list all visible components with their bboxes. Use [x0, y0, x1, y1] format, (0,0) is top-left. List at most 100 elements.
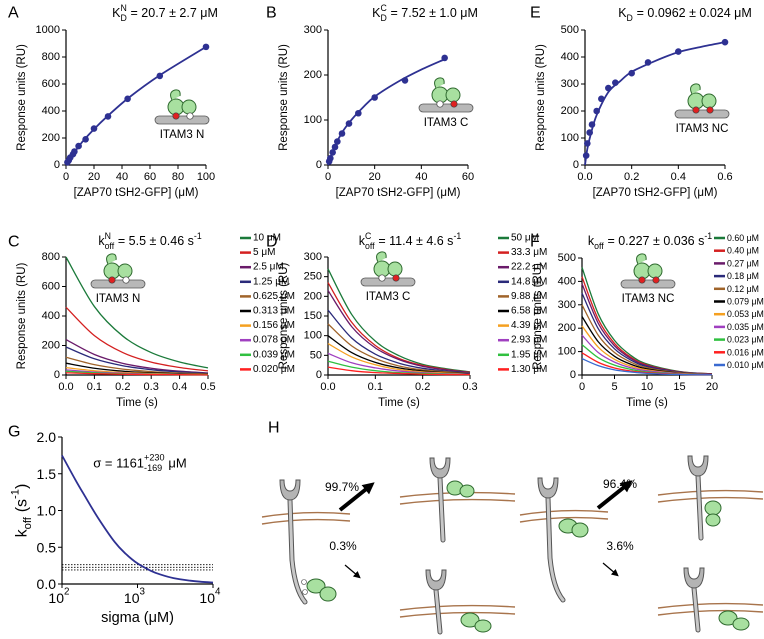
annotation-sub: -169: [144, 463, 162, 473]
x-tick-label: 60: [144, 171, 156, 183]
y-axis-label-tail: ): [14, 484, 31, 489]
inset-dot: [108, 276, 116, 284]
inset-label: ITAM3 NC: [622, 293, 675, 305]
x-axis-label: [ZAP70 tSH2-GFP] (μM): [74, 187, 199, 199]
data-line: [61, 454, 214, 584]
inset-dot: [172, 112, 180, 120]
chart-title-inner: K ND = 20.7 ± 2.7 μM: [112, 3, 218, 23]
inset-zap: [106, 253, 117, 265]
chart-title-inner: K D = 0.0962 ± 0.024 μM: [618, 6, 752, 23]
data-line: [65, 339, 209, 374]
annotation-symbol: σ = 1161: [93, 456, 144, 471]
x-tick-label: 40: [116, 171, 128, 183]
legend-label: 1.30 μM: [511, 364, 547, 375]
inset-membrane: [674, 109, 730, 119]
y-axis-label: Response units (RU): [278, 44, 290, 151]
inset-dot: [186, 112, 194, 120]
inset-dot: [450, 100, 458, 108]
inset-label: ITAM3 N: [96, 293, 141, 305]
x-tick-label: 10: [199, 590, 215, 606]
y-tick-label: 300: [304, 251, 322, 263]
y-tick-label: 200: [42, 340, 60, 352]
inset-label: ITAM3 NC: [676, 123, 729, 135]
chart-title: K ND = 20.7 ± 2.7 μM: [112, 3, 218, 23]
y-tick-label: 0: [54, 369, 60, 381]
legend-label: 0.039 μM: [253, 349, 295, 360]
x-tick-label: 0.2: [115, 381, 130, 393]
annotation: σ = 1161 +230-169 μM: [93, 453, 187, 473]
arrow-label: 3.6%: [606, 539, 634, 553]
x-tick-label: 10: [124, 590, 140, 606]
chart-title-sup: C: [380, 3, 386, 13]
y-tick-label: 100: [561, 132, 579, 144]
inset-zap: [690, 83, 701, 95]
data-line: [65, 372, 209, 376]
chart-title-inner: k off = 0.227 ± 0.036 s -1: [588, 231, 712, 251]
chart-title-sub: D: [627, 13, 633, 23]
x-tick-exponent: 4: [215, 587, 221, 598]
legend-label: 9.88 μM: [511, 291, 547, 302]
y-tick-label: 0.0: [37, 576, 57, 592]
x-tick-label: 15: [673, 381, 685, 393]
x-axis-label: Time (s): [116, 397, 158, 409]
chart-title-value: = 11.4 ± 4.6 s: [378, 234, 453, 248]
x-tick-label: 0.2: [415, 381, 430, 393]
y-tick-label: 0: [570, 369, 576, 381]
inset-dot: [706, 106, 714, 114]
legend-label: 0.18 μM: [727, 271, 759, 281]
inset-zap: [376, 251, 387, 263]
inset-dot: [652, 276, 660, 284]
inset-zap: [117, 263, 133, 279]
chart-title-sub: off: [594, 241, 604, 251]
data-line: [65, 346, 209, 375]
panel-h: H: [261, 420, 764, 635]
annotation-value: μM: [168, 456, 186, 471]
legend-label: 0.40 μM: [727, 246, 759, 256]
annotation-inner: σ = 1161 +230-169 μM: [93, 453, 187, 473]
inset-membrane: [620, 279, 676, 289]
chart-title-symbol: K: [372, 6, 381, 20]
y-tick-label: 600: [42, 78, 60, 90]
data-line: [327, 342, 471, 375]
panel-letter: E: [530, 5, 541, 22]
chart-title-value-sup: -1: [194, 231, 202, 241]
legend-label: 2.93 μM: [511, 335, 547, 346]
y-tick-label: 1000: [36, 24, 60, 36]
y-tick-label: 400: [561, 51, 579, 63]
inset-dot: [638, 276, 646, 284]
chart-title-symbol: K: [112, 6, 121, 20]
panel-letter: F: [530, 234, 540, 251]
y-tick-label: 0: [573, 159, 579, 171]
y-tick-label: 400: [558, 275, 576, 287]
panel-letter: A: [8, 5, 19, 22]
y-axis-label-symbol: k: [14, 528, 31, 537]
inset-dot: [692, 106, 700, 114]
inset-dot: [436, 100, 444, 108]
y-tick-label: 250: [304, 271, 322, 283]
chart-title-sup: C: [365, 231, 371, 241]
chart-title-sup: N: [120, 3, 126, 13]
data-line: [327, 268, 471, 373]
y-tick-label: 150: [304, 310, 322, 322]
legend-label: 0.625 μM: [253, 291, 295, 302]
y-tick-label: 100: [304, 330, 322, 342]
x-tick-label: 0.5: [200, 381, 215, 393]
y-tick-label: 300: [304, 24, 322, 36]
y-tick-label: 200: [558, 322, 576, 334]
y-tick-label: 50: [310, 349, 322, 361]
data-line: [327, 290, 471, 374]
panel-letter: G: [8, 424, 20, 441]
data-line: [327, 323, 471, 375]
chart-title-value: = 20.7 ± 2.7 μM: [131, 6, 218, 20]
legend-label: 0.078 μM: [253, 335, 295, 346]
inset-membrane: [418, 103, 474, 113]
legend-label: 0.079 μM: [727, 297, 764, 307]
y-tick-label: 0.5: [37, 539, 57, 555]
y-tick-label: 0: [316, 369, 322, 381]
data-line: [65, 306, 209, 372]
y-tick-label: 600: [42, 281, 60, 293]
legend-label: 0.313 μM: [253, 306, 295, 317]
